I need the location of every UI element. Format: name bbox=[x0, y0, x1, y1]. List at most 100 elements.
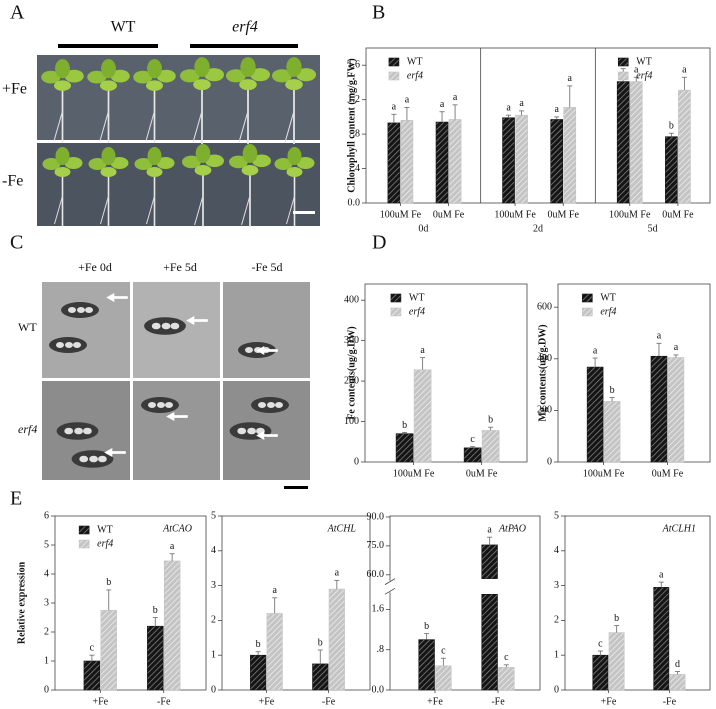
chloroplast bbox=[56, 422, 99, 440]
significance-letter: a bbox=[519, 98, 524, 109]
bar bbox=[515, 114, 528, 204]
panel-label: B bbox=[372, 2, 385, 24]
bar bbox=[653, 587, 670, 691]
significance-letter: a bbox=[674, 342, 679, 353]
bar bbox=[435, 665, 452, 691]
legend-swatch bbox=[388, 71, 400, 81]
gene-label: AtCAO bbox=[162, 523, 192, 534]
significance-letter: a bbox=[554, 104, 559, 115]
x-tick-label: +Fe bbox=[427, 696, 443, 707]
significance-letter: a bbox=[682, 65, 687, 76]
y-tick-label: 400 bbox=[344, 294, 359, 305]
bar bbox=[312, 663, 329, 691]
chloroplast bbox=[144, 317, 186, 335]
column-label: erf4 bbox=[232, 19, 258, 36]
legend-swatch bbox=[78, 525, 90, 535]
significance-letter: b bbox=[610, 385, 615, 396]
bar bbox=[395, 433, 414, 463]
plot-frame bbox=[365, 47, 711, 204]
bar bbox=[481, 544, 498, 579]
bar bbox=[163, 560, 181, 691]
tem-image bbox=[133, 381, 220, 480]
bar bbox=[678, 89, 691, 204]
x-tick-label: 0uM Fe bbox=[548, 209, 580, 220]
y-tick-label: 0.0 bbox=[348, 197, 361, 208]
bar bbox=[463, 447, 482, 463]
x-tick-label: -Fe bbox=[663, 696, 677, 707]
y-tick-label: 1 bbox=[44, 655, 49, 666]
bar bbox=[481, 593, 498, 691]
x-tick-label: -Fe bbox=[322, 696, 336, 707]
y-axis-label: Relative expression bbox=[16, 561, 27, 644]
x-tick-label: 0uM Fe bbox=[466, 468, 498, 479]
y-tick-label: 100 bbox=[344, 416, 359, 427]
facet-label: 2d bbox=[533, 223, 543, 234]
axis-break-mark bbox=[384, 578, 396, 585]
bar bbox=[328, 588, 345, 691]
legend-label: erf4 bbox=[636, 70, 652, 81]
significance-letter: c bbox=[90, 642, 95, 653]
significance-letter: b bbox=[614, 613, 619, 624]
x-tick-label: +Fe bbox=[92, 696, 108, 707]
y-tick-label: 3 bbox=[211, 580, 216, 591]
row-label: -Fe bbox=[2, 173, 23, 190]
y-tick-label: 600 bbox=[537, 302, 552, 313]
x-tick-label: +Fe bbox=[601, 696, 617, 707]
significance-letter: b bbox=[424, 621, 429, 632]
scale-bar bbox=[293, 211, 315, 214]
legend-swatch bbox=[390, 307, 402, 317]
significance-letter: a bbox=[568, 73, 573, 84]
chloroplast bbox=[49, 337, 87, 353]
x-tick-label: 0uM Fe bbox=[662, 209, 694, 220]
y-tick-label: .4 bbox=[353, 163, 361, 174]
y-axis-label: Chlorophyll content (mg/g.FW) bbox=[346, 58, 357, 193]
bar bbox=[667, 357, 685, 463]
bar bbox=[502, 117, 515, 204]
significance-letter: a bbox=[657, 331, 662, 342]
legend-label: WT bbox=[600, 292, 616, 303]
column-label: +Fe 0d bbox=[78, 260, 112, 274]
significance-letter: a bbox=[634, 65, 639, 76]
bar bbox=[448, 119, 462, 204]
axis-break-mark bbox=[384, 587, 396, 595]
legend-label: WT bbox=[636, 56, 652, 67]
y-tick-label: 1 bbox=[554, 649, 559, 660]
bar bbox=[387, 122, 401, 204]
plot-frame bbox=[564, 515, 711, 691]
legend-swatch bbox=[390, 293, 402, 303]
y-tick-label: 300 bbox=[344, 335, 359, 346]
y-tick-label: 0 bbox=[211, 684, 216, 695]
significance-letter: c bbox=[441, 646, 446, 657]
legend-swatch bbox=[388, 57, 400, 67]
plot-frame bbox=[221, 515, 371, 691]
bar bbox=[650, 355, 668, 463]
group-bar bbox=[58, 44, 158, 48]
legend-swatch bbox=[617, 71, 629, 81]
legend-swatch bbox=[582, 307, 593, 317]
bar bbox=[563, 107, 577, 204]
y-tick-label: 200 bbox=[537, 405, 552, 416]
bar bbox=[83, 660, 101, 691]
column-label: -Fe 5d bbox=[252, 260, 283, 274]
y-tick-label: 4 bbox=[211, 545, 216, 556]
legend-swatch bbox=[582, 293, 593, 303]
plot-frame bbox=[54, 515, 207, 691]
panel-label: E bbox=[10, 488, 22, 510]
facet-label: 5d bbox=[648, 223, 658, 234]
x-tick-label: 100uM Fe bbox=[393, 468, 435, 479]
y-tick-label: 75.0 bbox=[367, 540, 385, 551]
significance-letter: a bbox=[440, 99, 445, 110]
legend-swatch bbox=[78, 539, 90, 549]
legend-swatch bbox=[617, 57, 629, 67]
x-tick-label: +Fe bbox=[259, 696, 275, 707]
y-axis-label: Mg contents(ug/g.DW) bbox=[537, 324, 548, 421]
bar bbox=[481, 430, 500, 463]
significance-letter: a bbox=[659, 569, 664, 580]
significance-letter: a bbox=[170, 541, 175, 552]
significance-letter: a bbox=[593, 345, 598, 356]
y-tick-label: 1.6 bbox=[348, 60, 361, 71]
y-tick-label: 0 bbox=[354, 456, 359, 467]
y-tick-label: 6 bbox=[44, 510, 49, 521]
y-tick-label: 0.0 bbox=[372, 684, 385, 695]
bar bbox=[413, 369, 432, 463]
